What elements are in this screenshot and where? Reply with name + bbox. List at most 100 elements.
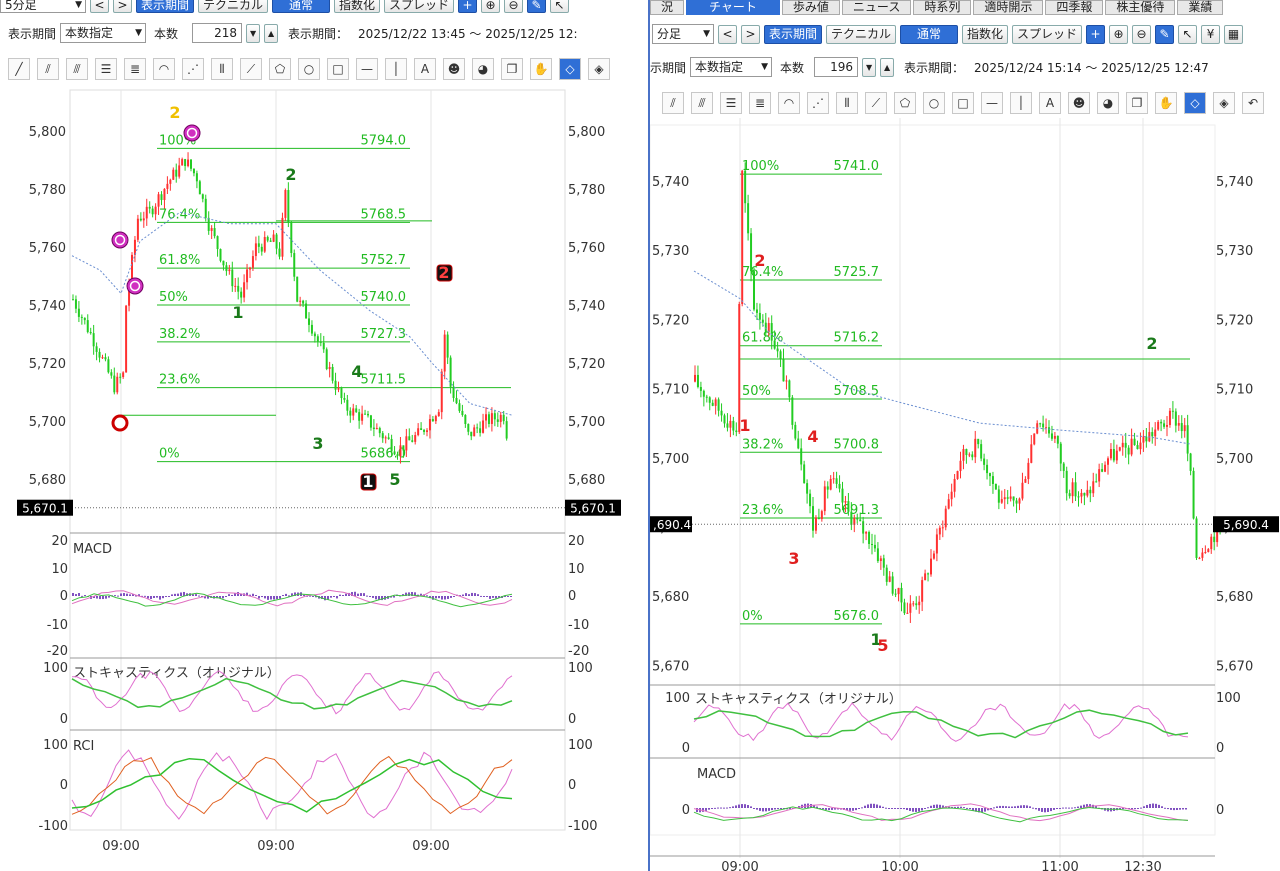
index-button[interactable]: 指数化: [962, 25, 1008, 44]
stamp-icon[interactable]: ☻: [1068, 92, 1090, 114]
period-select[interactable]: 本数指定: [60, 23, 146, 43]
pentagon-icon[interactable]: ⬠: [269, 58, 291, 80]
copy-icon[interactable]: ❐: [1126, 92, 1148, 114]
count-up-icon[interactable]: ▲: [880, 58, 894, 77]
circle-icon[interactable]: ○: [923, 92, 945, 114]
tab-timeseries[interactable]: 時系列: [913, 0, 971, 15]
zoom-out-icon[interactable]: ⊖: [504, 0, 523, 13]
tab-overview[interactable]: 況: [650, 0, 684, 15]
vlines-icon[interactable]: ⦀: [211, 58, 233, 80]
fan-icon[interactable]: ⋰: [182, 58, 204, 80]
right-candle: [1219, 523, 1221, 525]
macd-axis-right-label: -20: [568, 644, 589, 659]
period-select[interactable]: 本数指定: [690, 57, 772, 77]
pentagon-icon[interactable]: ⬠: [894, 92, 916, 114]
copy-icon[interactable]: ❐: [501, 58, 523, 80]
gann-icon[interactable]: ⟋: [240, 58, 262, 80]
technical-button[interactable]: テクニカル: [826, 25, 896, 44]
count-up-icon[interactable]: ▲: [264, 24, 278, 43]
stamp-icon[interactable]: ☻: [443, 58, 465, 80]
eraser-icon[interactable]: ◇: [559, 58, 581, 80]
period-button[interactable]: 表示期間: [764, 25, 822, 44]
timeframe-select[interactable]: 5分足: [0, 0, 86, 13]
spread-button[interactable]: スプレッド: [1012, 25, 1082, 44]
hlines-icon[interactable]: ☰: [720, 92, 742, 114]
fib-retracement-icon[interactable]: ≣: [749, 92, 771, 114]
period-button[interactable]: 表示期間: [136, 0, 194, 13]
erase-all-icon[interactable]: ◈: [588, 58, 610, 80]
nav-prev-button[interactable]: <: [718, 25, 737, 44]
hand-icon[interactable]: ✋: [530, 58, 552, 80]
text-icon[interactable]: A: [414, 58, 436, 80]
left-candle: [332, 367, 334, 381]
tab-benefits[interactable]: 株主優待: [1105, 0, 1175, 15]
cursor-icon[interactable]: ↖: [1178, 25, 1197, 44]
index-button[interactable]: 指数化: [334, 0, 380, 13]
grid-icon[interactable]: ▦: [1224, 25, 1243, 44]
price-axis-left-label: 5,760: [29, 241, 66, 256]
normal-button[interactable]: 通常: [272, 0, 330, 13]
fib-arc-icon[interactable]: ◠: [153, 58, 175, 80]
left-candle: [503, 415, 505, 421]
add-icon[interactable]: +: [1086, 25, 1105, 44]
tab-ticks[interactable]: 歩み値: [782, 0, 840, 15]
hline-icon[interactable]: —: [356, 58, 378, 80]
fib-retracement-icon[interactable]: ≣: [124, 58, 146, 80]
circle-icon[interactable]: ○: [298, 58, 320, 80]
technical-button[interactable]: テクニカル: [198, 0, 268, 13]
right-candle: [939, 528, 941, 535]
macd-histogram-bar: [1062, 808, 1064, 809]
vline-icon[interactable]: │: [385, 58, 407, 80]
nav-next-button[interactable]: >: [741, 25, 760, 44]
paint-icon[interactable]: ◕: [1097, 92, 1119, 114]
add-icon[interactable]: +: [458, 0, 477, 13]
pen-icon[interactable]: ✎: [1155, 25, 1174, 44]
fan-icon[interactable]: ⋰: [807, 92, 829, 114]
vlines-icon[interactable]: ⦀: [836, 92, 858, 114]
eraser-icon[interactable]: ◇: [1184, 92, 1206, 114]
fib-arc-icon[interactable]: ◠: [778, 92, 800, 114]
nav-prev-button[interactable]: <: [90, 0, 109, 13]
parallel-icon[interactable]: ⫻: [691, 92, 713, 114]
vline-icon[interactable]: │: [1010, 92, 1032, 114]
paint-icon[interactable]: ◕: [472, 58, 494, 80]
rectangle-icon[interactable]: □: [952, 92, 974, 114]
left-candle: [75, 299, 77, 308]
tab-chart[interactable]: チャート: [686, 0, 780, 15]
spread-button[interactable]: スプレッド: [384, 0, 454, 13]
macd-histogram-bar: [234, 593, 236, 596]
normal-button[interactable]: 通常: [900, 25, 958, 44]
parallel-icon[interactable]: ⫻: [66, 58, 88, 80]
trendline-icon[interactable]: ╱: [8, 58, 30, 80]
zoom-out-icon[interactable]: ⊖: [1132, 25, 1151, 44]
gann-icon[interactable]: ⟋: [865, 92, 887, 114]
macd-histogram-bar: [174, 594, 176, 596]
count-input[interactable]: 196: [814, 57, 858, 77]
tab-shikiho[interactable]: 四季報: [1045, 0, 1103, 15]
count-down-icon[interactable]: ▼: [246, 24, 260, 43]
hlines-icon[interactable]: ☰: [95, 58, 117, 80]
nav-next-button[interactable]: >: [113, 0, 132, 13]
tab-earnings[interactable]: 業績: [1177, 0, 1223, 15]
tab-disclosure[interactable]: 適時開示: [973, 0, 1043, 15]
tab-news[interactable]: ニュース: [842, 0, 911, 15]
rectangle-icon[interactable]: □: [327, 58, 349, 80]
text-icon[interactable]: A: [1039, 92, 1061, 114]
hand-icon[interactable]: ✋: [1155, 92, 1177, 114]
erase-all-icon[interactable]: ◈: [1213, 92, 1235, 114]
zoom-in-icon[interactable]: ⊕: [1109, 25, 1128, 44]
right-candle: [1004, 497, 1006, 499]
hline-icon[interactable]: —: [981, 92, 1003, 114]
count-input[interactable]: 218: [192, 23, 242, 43]
pen-icon[interactable]: ✎: [527, 0, 546, 13]
macd-histogram-bar: [1170, 808, 1172, 810]
right-candle: [992, 476, 994, 484]
cursor-icon[interactable]: ↖: [550, 0, 569, 13]
zoom-in-icon[interactable]: ⊕: [481, 0, 500, 13]
undo-icon[interactable]: ↶: [1242, 92, 1264, 114]
count-down-icon[interactable]: ▼: [862, 58, 876, 77]
yen-icon[interactable]: ¥: [1201, 25, 1220, 44]
channel-icon[interactable]: ⫽: [37, 58, 59, 80]
timeframe-select[interactable]: 分足: [652, 24, 714, 44]
channel-icon[interactable]: ⫽: [662, 92, 684, 114]
